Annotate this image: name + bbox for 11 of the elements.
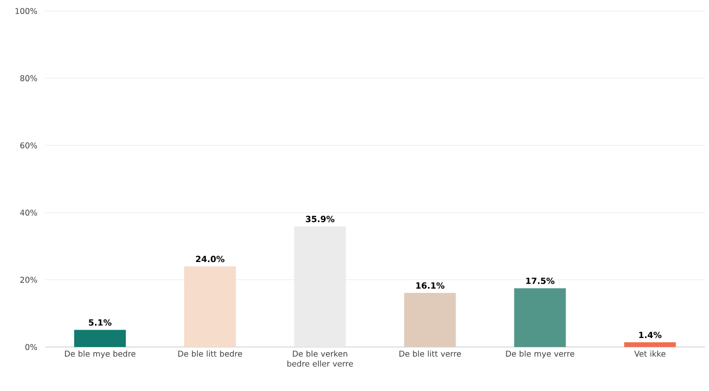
data-label: 16.1% [416,282,444,289]
bar [404,292,456,347]
data-label: 5.1% [88,319,112,326]
bar [514,288,566,347]
bar [74,330,126,347]
data-label: 35.9% [306,216,334,222]
bar [624,342,676,347]
data-label: 1.4% [639,332,662,338]
data-label: 24.0% [196,256,224,262]
bar [184,266,236,347]
data-label: 17.5% [526,278,554,284]
